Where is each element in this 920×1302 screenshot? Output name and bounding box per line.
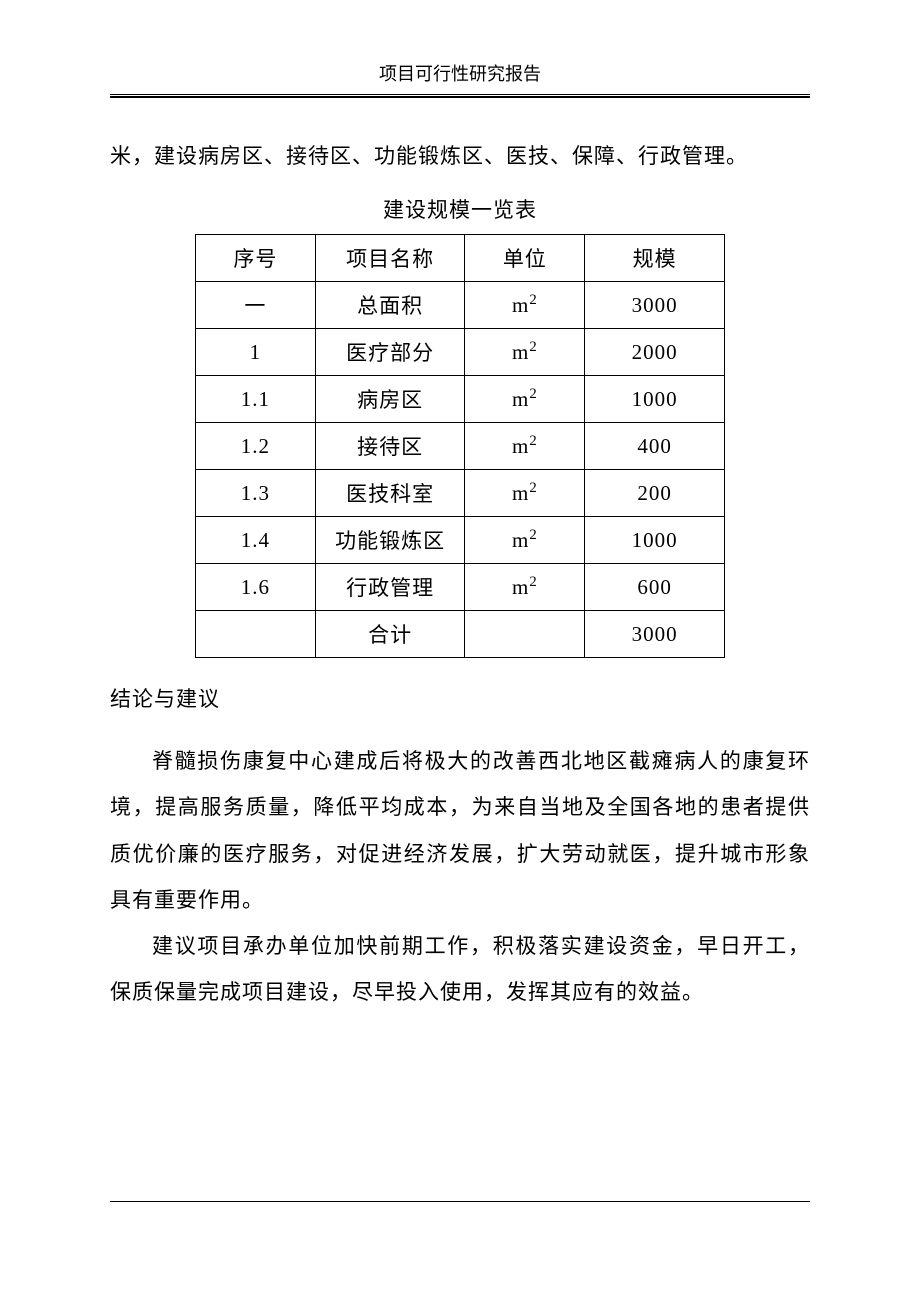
cell-unit: m2 (465, 517, 585, 564)
table-row: 合计 3000 (196, 611, 725, 658)
table-row: 1.6行政管理m2600 (196, 564, 725, 611)
cell-name: 总面积 (315, 282, 465, 329)
page-header-title: 项目可行性研究报告 (110, 60, 810, 86)
cell-scale: 3000 (585, 282, 725, 329)
col-header-unit: 单位 (465, 235, 585, 282)
table-row: 1医疗部分m22000 (196, 329, 725, 376)
scale-table: 序号 项目名称 单位 规模 一总面积m230001医疗部分m220001.1病房… (195, 234, 725, 658)
cell-seq: 1.1 (196, 376, 316, 423)
cell-name: 接待区 (315, 423, 465, 470)
footer-divider (110, 1201, 810, 1202)
col-header-name: 项目名称 (315, 235, 465, 282)
cell-scale: 600 (585, 564, 725, 611)
cell-scale: 1000 (585, 376, 725, 423)
cell-name: 医疗部分 (315, 329, 465, 376)
cell-seq: 1.6 (196, 564, 316, 611)
cell-unit (465, 611, 585, 658)
table-row: 一总面积m23000 (196, 282, 725, 329)
cell-name: 病房区 (315, 376, 465, 423)
cell-seq: 1 (196, 329, 316, 376)
cell-unit: m2 (465, 282, 585, 329)
table-header-row: 序号 项目名称 单位 规模 (196, 235, 725, 282)
cell-scale: 3000 (585, 611, 725, 658)
cell-unit: m2 (465, 329, 585, 376)
cell-unit: m2 (465, 423, 585, 470)
paragraph-1: 脊髓损伤康复中心建成后将极大的改善西北地区截瘫病人的康复环境，提高服务质量，降低… (110, 738, 810, 923)
cell-unit: m2 (465, 564, 585, 611)
header-divider (110, 94, 810, 98)
cell-name: 功能锻炼区 (315, 517, 465, 564)
cell-scale: 2000 (585, 329, 725, 376)
cell-seq: 1.3 (196, 470, 316, 517)
cell-name: 医技科室 (315, 470, 465, 517)
cell-scale: 1000 (585, 517, 725, 564)
table-title: 建设规模一览表 (110, 194, 810, 224)
cell-scale: 200 (585, 470, 725, 517)
table-row: 1.4功能锻炼区m21000 (196, 517, 725, 564)
section-heading: 结论与建议 (110, 683, 810, 713)
col-header-seq: 序号 (196, 235, 316, 282)
table-row: 1.1病房区m21000 (196, 376, 725, 423)
cell-scale: 400 (585, 423, 725, 470)
cell-name: 合计 (315, 611, 465, 658)
col-header-scale: 规模 (585, 235, 725, 282)
table-row: 1.3医技科室m2200 (196, 470, 725, 517)
intro-paragraph: 米，建设病房区、接待区、功能锻炼区、医技、保障、行政管理。 (110, 133, 810, 179)
paragraph-2: 建议项目承办单位加快前期工作，积极落实建设资金，早日开工，保质保量完成项目建设，… (110, 923, 810, 1015)
cell-seq (196, 611, 316, 658)
cell-name: 行政管理 (315, 564, 465, 611)
table-row: 1.2接待区m2400 (196, 423, 725, 470)
cell-seq: 一 (196, 282, 316, 329)
cell-seq: 1.2 (196, 423, 316, 470)
cell-unit: m2 (465, 376, 585, 423)
cell-unit: m2 (465, 470, 585, 517)
cell-seq: 1.4 (196, 517, 316, 564)
